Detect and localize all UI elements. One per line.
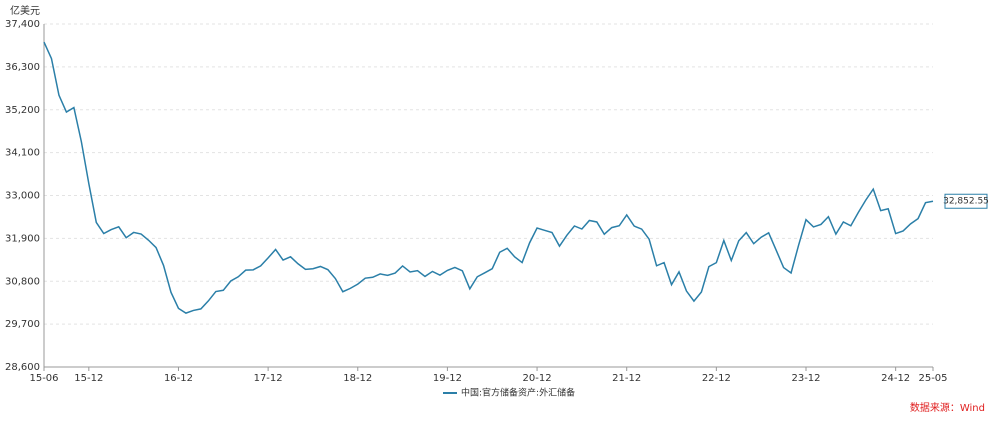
x-tick-label: 20-12 xyxy=(523,373,552,384)
x-tick-label: 21-12 xyxy=(612,373,641,384)
y-tick-label: 34,100 xyxy=(5,148,40,159)
value-label-box xyxy=(944,193,988,209)
y-tick-label: 37,400 xyxy=(5,19,40,30)
source: 数据来源：Wind xyxy=(910,401,985,414)
y-tick-label: 30,800 xyxy=(5,276,40,287)
x-tick-label: 18-12 xyxy=(343,373,372,384)
x-tick-label: 15-06 xyxy=(29,373,58,384)
x-tick-label: 16-12 xyxy=(164,373,193,384)
line xyxy=(43,41,934,314)
y-tick-label: 31,900 xyxy=(5,233,40,244)
x-tick-label: 24-12 xyxy=(881,373,910,384)
legend-label: 中国:官方储备资产:外汇储备 xyxy=(461,387,575,399)
y-tick-label: 36,300 xyxy=(5,62,40,73)
value-label: 32,852.55 xyxy=(943,197,989,207)
y-tick-label: 28,600 xyxy=(5,362,40,373)
y-tick-label: 29,700 xyxy=(5,319,40,330)
x-tick-label: 25-05 xyxy=(918,373,947,384)
x-tick-label: 19-12 xyxy=(433,373,462,384)
x-tick-label: 17-12 xyxy=(254,373,283,384)
y-unit: 亿美元 xyxy=(10,4,40,17)
x-tick-label: 23-12 xyxy=(791,373,820,384)
x-tick-label: 15-12 xyxy=(74,373,103,384)
x-tick-label: 22-12 xyxy=(702,373,731,384)
y-tick-label: 33,000 xyxy=(5,191,40,202)
y-tick-label: 35,200 xyxy=(5,105,40,116)
